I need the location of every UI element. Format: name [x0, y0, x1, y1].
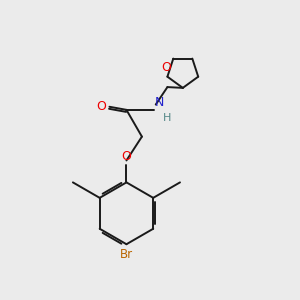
Text: Br: Br	[120, 248, 133, 261]
Text: O: O	[122, 150, 131, 164]
Text: O: O	[97, 100, 106, 113]
Text: N: N	[155, 96, 164, 109]
Text: H: H	[163, 113, 171, 123]
Text: O: O	[161, 61, 171, 74]
